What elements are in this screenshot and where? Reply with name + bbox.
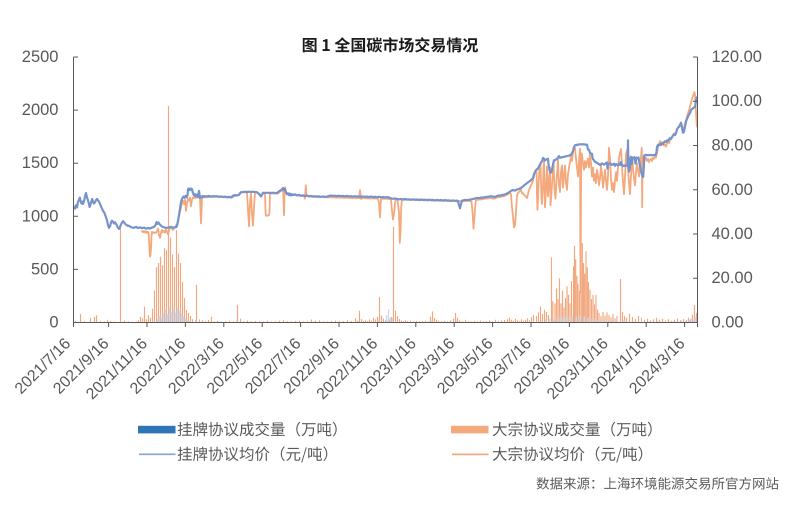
svg-text:2000: 2000	[22, 101, 59, 119]
svg-text:40.00: 40.00	[712, 225, 753, 243]
svg-text:100.00: 100.00	[712, 92, 762, 110]
svg-text:500: 500	[31, 260, 59, 278]
svg-text:2500: 2500	[22, 48, 59, 66]
svg-text:20.00: 20.00	[712, 269, 753, 287]
svg-text:1000: 1000	[22, 207, 59, 225]
svg-text:120.00: 120.00	[712, 48, 762, 66]
svg-text:0: 0	[49, 314, 58, 332]
svg-text:80.00: 80.00	[712, 137, 753, 155]
svg-text:60.00: 60.00	[712, 181, 753, 199]
svg-text:1500: 1500	[22, 154, 59, 172]
svg-text:0.00: 0.00	[712, 314, 744, 332]
